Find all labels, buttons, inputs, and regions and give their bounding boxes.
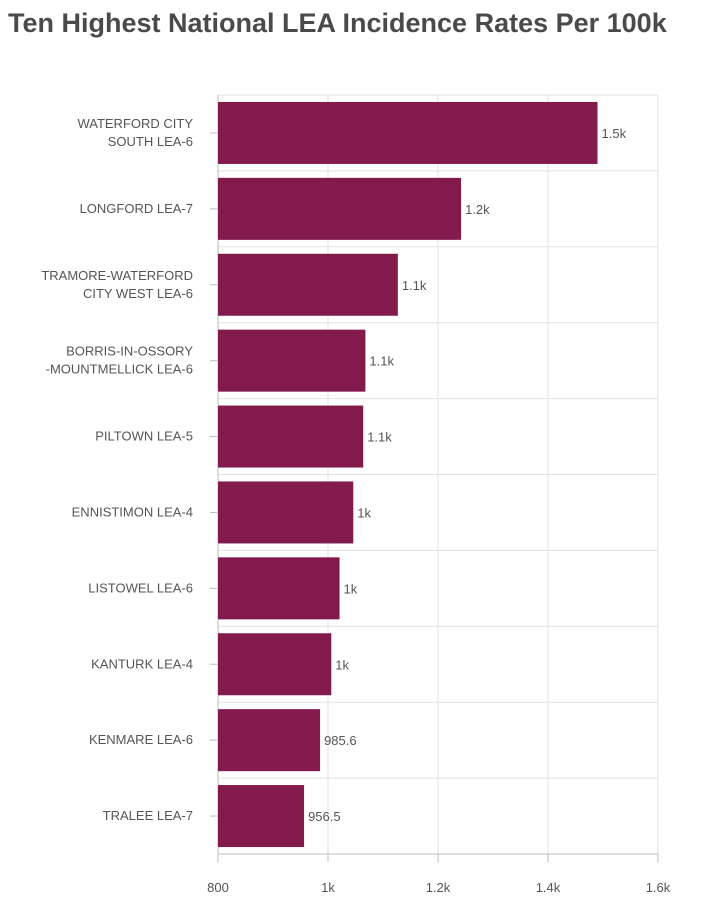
category-label-line: TRAMORE-WATERFORD [41, 268, 193, 283]
bar[interactable] [218, 405, 364, 468]
data-label: 1.1k [369, 354, 394, 369]
category-label-line: CITY WEST LEA-6 [83, 286, 193, 301]
data-label: 985.6 [324, 733, 357, 748]
bar[interactable] [218, 329, 366, 392]
category-label: LISTOWEL LEA-6 [88, 580, 193, 595]
x-tick-label: 1.2k [426, 880, 451, 895]
category-label-line: LONGFORD LEA-7 [80, 201, 193, 216]
data-label: 1.5k [602, 126, 627, 141]
bar[interactable] [218, 101, 598, 164]
bar[interactable] [218, 253, 398, 316]
x-tick-label: 800 [207, 880, 229, 895]
category-label: LONGFORD LEA-7 [80, 201, 193, 216]
category-label-line: -MOUNTMELLICK LEA-6 [46, 362, 193, 377]
category-label: TRAMORE-WATERFORD CITY WEST LEA-6 [41, 268, 193, 301]
chart-title: Ten Highest National LEA Incidence Rates… [8, 8, 667, 38]
category-label-line: PILTOWN LEA-5 [95, 429, 193, 444]
data-label: 1k [344, 581, 358, 596]
bar[interactable] [218, 177, 462, 240]
data-label: 1.1k [367, 430, 392, 445]
data-label: 1k [335, 657, 349, 672]
bar[interactable] [218, 785, 305, 848]
x-tick-label: 1k [321, 880, 335, 895]
category-label: PILTOWN LEA-5 [95, 429, 193, 444]
bar[interactable] [218, 481, 354, 544]
category-label-line: BORRIS-IN-OSSORY [66, 344, 193, 359]
data-label: 1.2k [465, 202, 490, 217]
data-label: 1.1k [402, 278, 427, 293]
bar[interactable] [218, 633, 332, 696]
x-tick-label: 1.6k [646, 880, 671, 895]
category-label: KENMARE LEA-6 [89, 732, 193, 747]
category-label-line: LISTOWEL LEA-6 [88, 580, 193, 595]
category-label-line: KENMARE LEA-6 [89, 732, 193, 747]
category-label: KANTURK LEA-4 [91, 656, 193, 671]
bar[interactable] [218, 709, 321, 772]
data-label: 1k [357, 505, 371, 520]
category-label: ENNISTIMON LEA-4 [72, 504, 193, 519]
category-label: WATERFORD CITY SOUTH LEA-6 [77, 116, 193, 149]
category-label-line: KANTURK LEA-4 [91, 656, 193, 671]
category-label-line: SOUTH LEA-6 [108, 134, 193, 149]
bar[interactable] [218, 557, 340, 620]
category-label-line: ENNISTIMON LEA-4 [72, 504, 193, 519]
category-label-line: WATERFORD CITY [77, 116, 193, 131]
category-label-line: TRALEE LEA-7 [103, 808, 193, 823]
x-tick-label: 1.4k [536, 880, 561, 895]
category-label: TRALEE LEA-7 [103, 808, 193, 823]
data-label: 956.5 [308, 809, 341, 824]
category-label: BORRIS-IN-OSSORY -MOUNTMELLICK LEA-6 [46, 344, 194, 377]
